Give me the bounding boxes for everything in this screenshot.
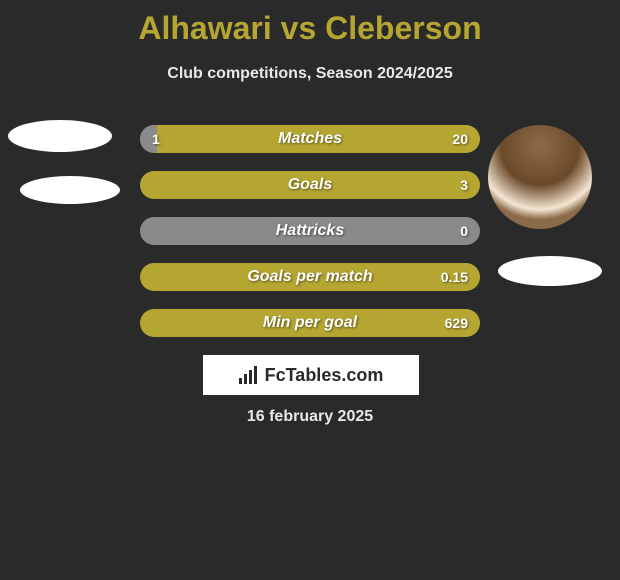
stat-row-goals: Goals 3 bbox=[140, 171, 480, 199]
stat-value-right: 629 bbox=[445, 309, 468, 337]
page-subtitle: Club competitions, Season 2024/2025 bbox=[0, 65, 620, 83]
player-left-name-placeholder bbox=[20, 176, 120, 204]
stat-label: Matches bbox=[140, 125, 480, 153]
player-left-avatar-placeholder bbox=[8, 120, 112, 152]
player-right-avatar bbox=[488, 125, 592, 229]
bar-chart-icon bbox=[239, 366, 259, 384]
stat-value-right: 3 bbox=[460, 171, 468, 199]
stat-row-matches: 1 Matches 20 bbox=[140, 125, 480, 153]
stat-label: Min per goal bbox=[140, 309, 480, 337]
player-right-name-placeholder bbox=[498, 256, 602, 286]
stat-label: Goals per match bbox=[140, 263, 480, 291]
stat-row-goals-per-match: Goals per match 0.15 bbox=[140, 263, 480, 291]
stat-value-right: 20 bbox=[452, 125, 468, 153]
logo-text: FcTables.com bbox=[265, 365, 384, 386]
fctables-logo[interactable]: FcTables.com bbox=[203, 355, 419, 395]
stats-bars: 1 Matches 20 Goals 3 Hattricks 0 Goals p… bbox=[140, 125, 480, 355]
stat-label: Goals bbox=[140, 171, 480, 199]
stat-row-hattricks: Hattricks 0 bbox=[140, 217, 480, 245]
stat-row-min-per-goal: Min per goal 629 bbox=[140, 309, 480, 337]
page-title: Alhawari vs Cleberson bbox=[0, 0, 620, 47]
stat-value-right: 0 bbox=[460, 217, 468, 245]
stat-value-right: 0.15 bbox=[441, 263, 468, 291]
stat-label: Hattricks bbox=[140, 217, 480, 245]
comparison-date: 16 february 2025 bbox=[0, 408, 620, 426]
